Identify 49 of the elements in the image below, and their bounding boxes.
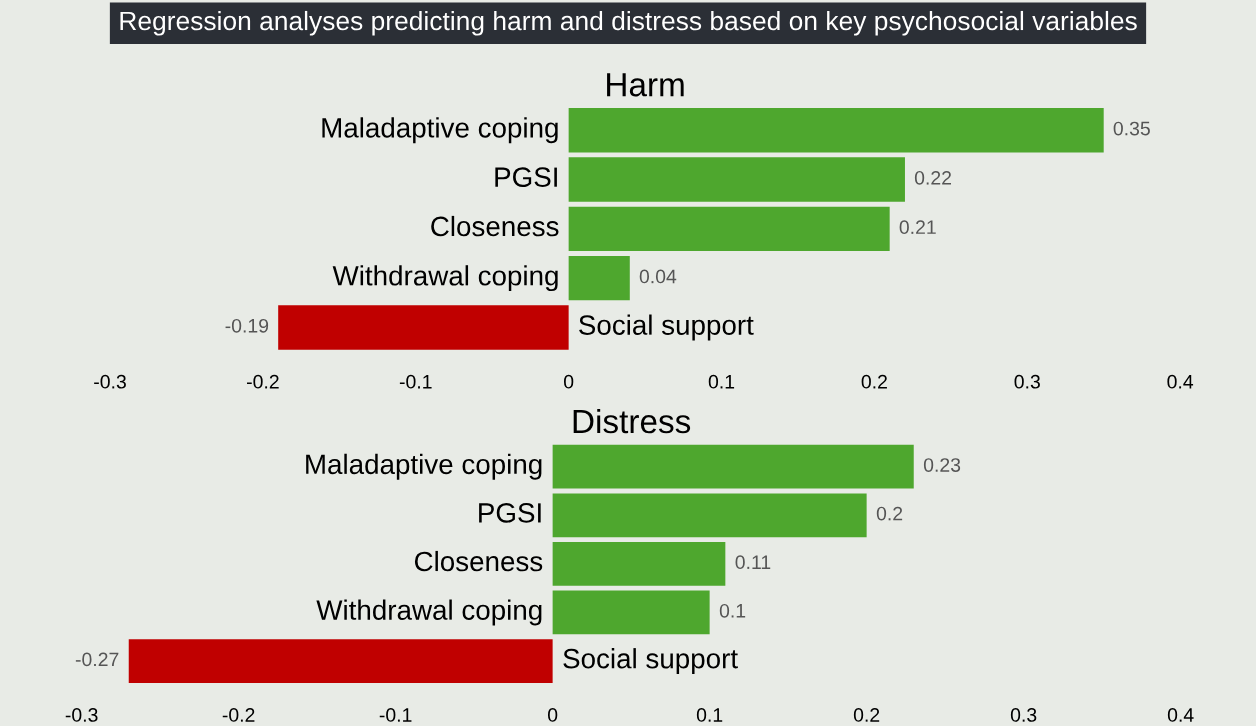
y-tick-label: Closeness bbox=[414, 550, 543, 572]
data-label: 0.35 bbox=[1113, 121, 1150, 136]
data-label: 0.22 bbox=[914, 170, 952, 185]
y-tick-label: PGSI bbox=[495, 167, 557, 187]
x-tick-label: 0.3 bbox=[1014, 374, 1040, 389]
data-label: 0.21 bbox=[899, 220, 936, 235]
data-label: 0.2 bbox=[876, 506, 903, 521]
y-tick-label: Maladaptive coping bbox=[306, 453, 542, 480]
x-tick-label: 0.4 bbox=[1167, 374, 1194, 389]
x-tick-label: -0.2 bbox=[222, 708, 255, 722]
data-label: 0.04 bbox=[639, 269, 677, 284]
bar bbox=[552, 590, 710, 635]
bar bbox=[128, 639, 553, 683]
data-label: 0.1 bbox=[719, 603, 746, 618]
bar bbox=[552, 493, 867, 538]
chart-title: Distress bbox=[573, 408, 691, 434]
x-tick-label: 0.2 bbox=[853, 708, 880, 722]
data-label: 0.11 bbox=[735, 555, 771, 570]
bar bbox=[552, 542, 726, 586]
y-tick-label: Withdrawal coping bbox=[316, 599, 542, 626]
y-tick-label: Closeness bbox=[431, 215, 559, 237]
x-tick-label: 0.4 bbox=[1167, 708, 1194, 722]
y-tick-label: Withdrawal coping bbox=[332, 265, 558, 292]
y-tick-label: Social support bbox=[563, 648, 738, 674]
x-tick-label: 0 bbox=[547, 708, 558, 722]
x-tick-label: 0.1 bbox=[708, 374, 735, 389]
x-tick-label: 0.1 bbox=[696, 708, 723, 722]
x-tick-label: -0.3 bbox=[65, 708, 98, 722]
y-tick-label: Maladaptive coping bbox=[322, 117, 558, 144]
x-tick-label: 0 bbox=[564, 374, 574, 389]
x-tick-label: -0.1 bbox=[379, 708, 412, 722]
x-tick-label: -0.2 bbox=[247, 374, 279, 389]
bar bbox=[552, 444, 914, 489]
chart-subtitle: Harm bbox=[607, 73, 684, 97]
data-label: -0.27 bbox=[75, 652, 119, 667]
chart-title: Regression analyses predicting harm and distress based on key psychosocial variables bbox=[120, 10, 1137, 36]
bar bbox=[568, 206, 890, 252]
y-tick-label: Social support bbox=[579, 314, 754, 341]
x-tick-label: -0.3 bbox=[94, 374, 126, 389]
x-tick-label: 0.2 bbox=[861, 374, 887, 389]
bar bbox=[568, 255, 630, 301]
bar bbox=[568, 157, 905, 202]
data-label: 0.23 bbox=[923, 458, 961, 472]
x-tick-label: 0.3 bbox=[1010, 708, 1037, 722]
y-tick-label: PGSI bbox=[479, 503, 541, 523]
data-label: -0.19 bbox=[225, 318, 269, 333]
bar bbox=[568, 108, 1104, 153]
x-tick-label: -0.1 bbox=[399, 374, 432, 389]
bar bbox=[278, 305, 569, 350]
